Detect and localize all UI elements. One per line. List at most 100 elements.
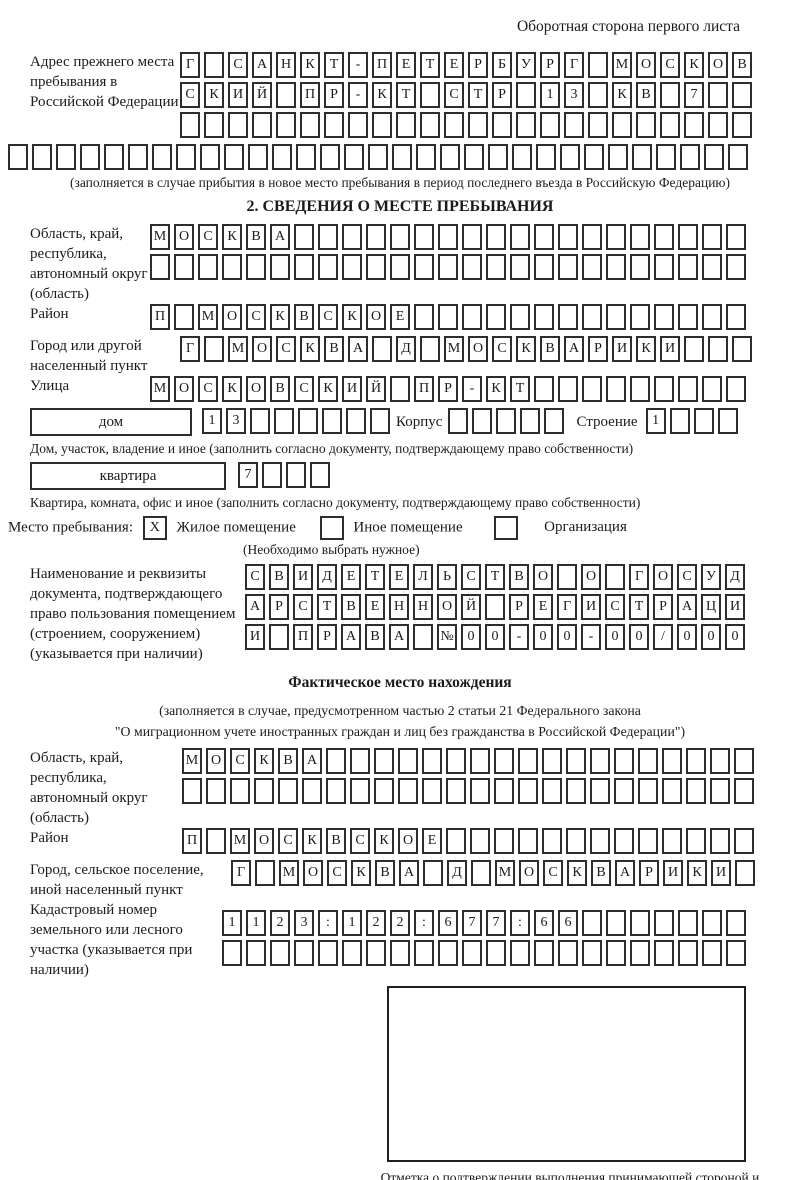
char-box[interactable]: К: [342, 304, 362, 330]
char-box[interactable]: К: [684, 52, 704, 78]
char-box[interactable]: 1: [246, 910, 266, 936]
char-box[interactable]: Р: [588, 336, 608, 362]
char-box[interactable]: О: [437, 594, 457, 620]
char-box[interactable]: С: [245, 564, 265, 590]
char-box[interactable]: [630, 910, 650, 936]
char-box[interactable]: Р: [509, 594, 529, 620]
char-box[interactable]: А: [564, 336, 584, 362]
char-box[interactable]: [516, 112, 536, 138]
char-box[interactable]: [420, 336, 440, 362]
char-box[interactable]: Й: [461, 594, 481, 620]
char-box[interactable]: Т: [420, 52, 440, 78]
char-box[interactable]: [104, 144, 124, 170]
char-box[interactable]: [702, 304, 722, 330]
char-box[interactable]: А: [245, 594, 265, 620]
char-box[interactable]: [606, 224, 626, 250]
char-box[interactable]: [606, 376, 626, 402]
char-box[interactable]: [396, 112, 416, 138]
char-box[interactable]: [366, 224, 386, 250]
char-box[interactable]: В: [375, 860, 395, 886]
char-box[interactable]: П: [182, 828, 202, 854]
char-box[interactable]: [438, 304, 458, 330]
char-box[interactable]: [318, 940, 338, 966]
char-box[interactable]: [534, 940, 554, 966]
char-box[interactable]: Г: [557, 594, 577, 620]
char-box[interactable]: О: [174, 376, 194, 402]
char-box[interactable]: [462, 940, 482, 966]
char-box[interactable]: [582, 304, 602, 330]
char-box[interactable]: [702, 254, 722, 280]
char-box[interactable]: [440, 144, 460, 170]
char-box[interactable]: [438, 254, 458, 280]
char-box[interactable]: [468, 112, 488, 138]
char-box[interactable]: [638, 828, 658, 854]
char-box[interactable]: [470, 778, 490, 804]
char-box[interactable]: [558, 304, 578, 330]
char-box[interactable]: Н: [413, 594, 433, 620]
char-box[interactable]: [222, 254, 242, 280]
char-box[interactable]: [540, 112, 560, 138]
char-box[interactable]: [250, 408, 270, 434]
char-box[interactable]: 6: [438, 910, 458, 936]
char-box[interactable]: [350, 748, 370, 774]
char-box[interactable]: К: [374, 828, 394, 854]
char-box[interactable]: С: [350, 828, 370, 854]
char-box[interactable]: [558, 254, 578, 280]
char-box[interactable]: [717, 408, 738, 434]
char-box[interactable]: [372, 112, 392, 138]
char-box[interactable]: О: [398, 828, 418, 854]
char-box[interactable]: О: [636, 52, 656, 78]
char-box[interactable]: [366, 940, 386, 966]
char-box[interactable]: [728, 144, 748, 170]
char-box[interactable]: [272, 144, 292, 170]
char-box[interactable]: [324, 112, 344, 138]
char-box[interactable]: [678, 376, 698, 402]
char-box[interactable]: В: [509, 564, 529, 590]
char-box[interactable]: -: [462, 376, 482, 402]
char-box[interactable]: [246, 254, 266, 280]
char-box[interactable]: Е: [422, 828, 442, 854]
char-box[interactable]: Т: [317, 594, 337, 620]
char-box[interactable]: [248, 144, 268, 170]
char-box[interactable]: В: [246, 224, 266, 250]
char-box[interactable]: [438, 940, 458, 966]
char-box[interactable]: №: [437, 624, 457, 650]
char-box[interactable]: [735, 860, 755, 886]
char-box[interactable]: [174, 304, 194, 330]
char-box[interactable]: [518, 748, 538, 774]
char-box[interactable]: И: [293, 564, 313, 590]
char-box[interactable]: [472, 408, 493, 434]
char-box[interactable]: [686, 748, 706, 774]
stay-type-checkbox-residential[interactable]: X: [142, 516, 167, 540]
char-box[interactable]: [686, 778, 706, 804]
char-box[interactable]: [390, 940, 410, 966]
char-box[interactable]: [542, 828, 562, 854]
char-box[interactable]: [470, 828, 490, 854]
char-box[interactable]: С: [327, 860, 347, 886]
char-box[interactable]: 3: [226, 408, 246, 434]
char-box[interactable]: О: [206, 748, 226, 774]
char-box[interactable]: [32, 144, 52, 170]
char-box[interactable]: С: [293, 594, 313, 620]
char-box[interactable]: Р: [317, 624, 337, 650]
char-box[interactable]: В: [269, 564, 289, 590]
char-box[interactable]: В: [270, 376, 290, 402]
char-box[interactable]: Т: [324, 52, 344, 78]
char-box[interactable]: [590, 748, 610, 774]
char-box[interactable]: [630, 224, 650, 250]
char-box[interactable]: [678, 224, 698, 250]
char-box[interactable]: М: [230, 828, 250, 854]
char-box[interactable]: :: [318, 910, 338, 936]
char-box[interactable]: [708, 112, 728, 138]
char-box[interactable]: [732, 336, 752, 362]
char-box[interactable]: Р: [492, 82, 512, 108]
char-box[interactable]: [534, 254, 554, 280]
char-box[interactable]: [413, 624, 433, 650]
char-box[interactable]: [558, 940, 578, 966]
char-box[interactable]: 0: [605, 624, 625, 650]
char-box[interactable]: [510, 304, 530, 330]
char-box[interactable]: -: [509, 624, 529, 650]
char-box[interactable]: В: [540, 336, 560, 362]
char-box[interactable]: [392, 144, 412, 170]
char-box[interactable]: А: [302, 748, 322, 774]
